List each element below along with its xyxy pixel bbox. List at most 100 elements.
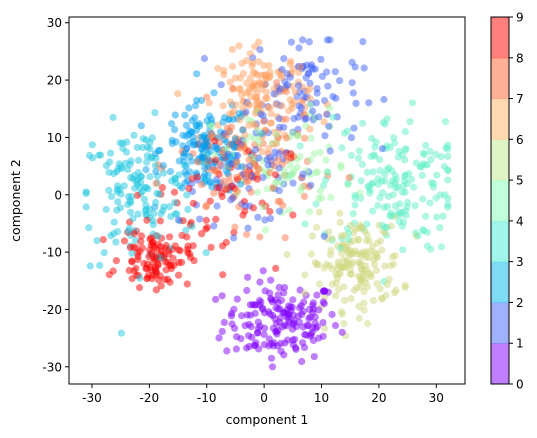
scatter-point-digit-9 bbox=[289, 211, 297, 219]
scatter-point-digit-4 bbox=[399, 218, 408, 226]
scatter-point-digit-0 bbox=[227, 312, 236, 320]
colorbar-ticks: 0 1 2 3 4 5 6 7 8 9 bbox=[509, 11, 524, 392]
x-tick-label: 30 bbox=[429, 391, 444, 405]
scatter-point-digit-1 bbox=[283, 70, 291, 78]
scatter-point-digit-8 bbox=[281, 234, 289, 242]
scatter-point-digit-9 bbox=[134, 253, 142, 261]
scatter-point-digit-4 bbox=[395, 147, 403, 155]
scatter-point-digit-1 bbox=[336, 77, 344, 85]
scatter-point-digit-2 bbox=[238, 163, 246, 171]
scatter-point-digit-4 bbox=[374, 201, 382, 210]
scatter-point-digit-0 bbox=[302, 331, 310, 339]
scatter-point-digit-2 bbox=[192, 102, 200, 110]
scatter-point-digit-5 bbox=[286, 161, 294, 169]
scatter-point-digit-4 bbox=[439, 212, 447, 220]
scatter-point-digit-6 bbox=[354, 235, 362, 243]
scatter-point-digit-0 bbox=[243, 344, 251, 352]
colorbar-band bbox=[491, 343, 509, 385]
scatter-point-digit-2 bbox=[226, 153, 234, 161]
scatter-point-digit-7 bbox=[272, 140, 280, 148]
scatter-point-digit-6 bbox=[357, 261, 365, 269]
scatter-point-digit-0 bbox=[255, 345, 263, 353]
scatter-point-digit-6 bbox=[313, 223, 321, 231]
scatter-point-digit-5 bbox=[254, 127, 262, 135]
scatter-point-digit-4 bbox=[324, 168, 332, 176]
scatter-point-digit-5 bbox=[279, 172, 288, 180]
scatter-point-digit-0 bbox=[280, 321, 288, 329]
scatter-point-digit-3 bbox=[136, 274, 144, 282]
y-axis-label: component 2 bbox=[8, 159, 23, 242]
scatter-point-digit-7 bbox=[228, 110, 236, 118]
scatter-point-digit-9 bbox=[152, 252, 160, 261]
scatter-point-digit-1 bbox=[324, 82, 332, 90]
colorbar-band bbox=[491, 220, 509, 263]
scatter-point-digit-3 bbox=[152, 198, 160, 206]
scatter-point-digit-3 bbox=[82, 188, 90, 196]
scatter-point-digit-7 bbox=[247, 93, 255, 101]
scatter-point-digit-4 bbox=[369, 207, 377, 215]
scatter-point-digit-7 bbox=[257, 79, 265, 87]
scatter-point-digit-9 bbox=[112, 257, 120, 265]
scatter-point-digit-9 bbox=[186, 250, 194, 258]
scatter-point-digit-9 bbox=[198, 230, 206, 238]
scatter-point-digit-3 bbox=[126, 208, 135, 216]
scatter-point-digit-6 bbox=[353, 284, 361, 292]
scatter-point-digit-9 bbox=[193, 173, 201, 181]
scatter-point-digit-1 bbox=[317, 55, 325, 64]
scatter-point-digit-4 bbox=[399, 246, 407, 254]
scatter-point-digit-8 bbox=[345, 174, 353, 182]
scatter-point-digit-3 bbox=[180, 161, 188, 169]
scatter-point-digit-6 bbox=[315, 280, 323, 288]
colorbar-band bbox=[491, 261, 509, 303]
scatter-point-digit-6 bbox=[365, 237, 373, 245]
scatter-point-digit-9 bbox=[207, 243, 215, 251]
scatter-point-digit-6 bbox=[332, 292, 340, 300]
scatter-point-digit-5 bbox=[322, 156, 330, 164]
scatter-point-digit-0 bbox=[277, 347, 285, 355]
colorbar-band bbox=[491, 139, 509, 181]
scatter-point-digit-0 bbox=[313, 291, 321, 299]
scatter-point-digit-8 bbox=[247, 188, 255, 196]
scatter-point-digit-0 bbox=[331, 321, 340, 330]
scatter-point-digit-4 bbox=[394, 153, 402, 161]
scatter-point-digit-9 bbox=[244, 147, 253, 155]
scatter-point-digit-0 bbox=[244, 273, 252, 281]
scatter-point-digit-9 bbox=[253, 175, 261, 183]
scatter-point-digit-4 bbox=[405, 170, 413, 178]
scatter-point-digit-3 bbox=[134, 169, 142, 177]
scatter-point-digit-2 bbox=[197, 96, 206, 105]
scatter-point-digit-6 bbox=[391, 252, 399, 260]
scatter-point-digit-2 bbox=[231, 135, 239, 143]
scatter-point-digit-2 bbox=[178, 184, 186, 192]
scatter-point-digit-4 bbox=[402, 211, 410, 219]
scatter-point-digit-1 bbox=[351, 63, 359, 71]
scatter-point-digit-4 bbox=[344, 179, 352, 187]
scatter-point-digit-4 bbox=[366, 186, 374, 194]
scatter-point-digit-4 bbox=[444, 152, 452, 160]
scatter-point-digit-4 bbox=[410, 183, 418, 191]
scatter-point-digit-1 bbox=[348, 79, 356, 87]
scatter-point-digit-2 bbox=[208, 183, 216, 191]
scatter-point-digit-3 bbox=[144, 185, 152, 193]
scatter-point-digit-0 bbox=[218, 292, 226, 300]
scatter-point-digit-3 bbox=[107, 192, 116, 201]
scatter-point-digit-3 bbox=[107, 149, 115, 157]
scatter-point-digit-1 bbox=[352, 99, 360, 107]
scatter-point-digit-0 bbox=[233, 295, 241, 303]
scatter-point-digit-4 bbox=[347, 151, 355, 160]
x-tick-label: 0 bbox=[260, 391, 268, 405]
scatter-point-digit-0 bbox=[238, 312, 246, 320]
scatter-point-digit-6 bbox=[376, 285, 384, 293]
scatter-point-digit-9 bbox=[126, 243, 134, 251]
scatter-point-digit-0 bbox=[338, 328, 346, 336]
scatter-point-digit-6 bbox=[334, 285, 343, 293]
scatter-point-digit-6 bbox=[340, 320, 348, 328]
colorbar-tick-label: 5 bbox=[516, 174, 524, 188]
colorbar-band bbox=[491, 180, 509, 222]
scatter-point-digit-8 bbox=[274, 197, 282, 205]
scatter-point-digit-9 bbox=[190, 257, 198, 265]
scatter-point-digit-7 bbox=[255, 38, 263, 46]
scatter-point-digit-9 bbox=[145, 253, 153, 261]
scatter-point-digit-0 bbox=[212, 295, 220, 303]
scatter-point-digit-4 bbox=[376, 194, 384, 202]
